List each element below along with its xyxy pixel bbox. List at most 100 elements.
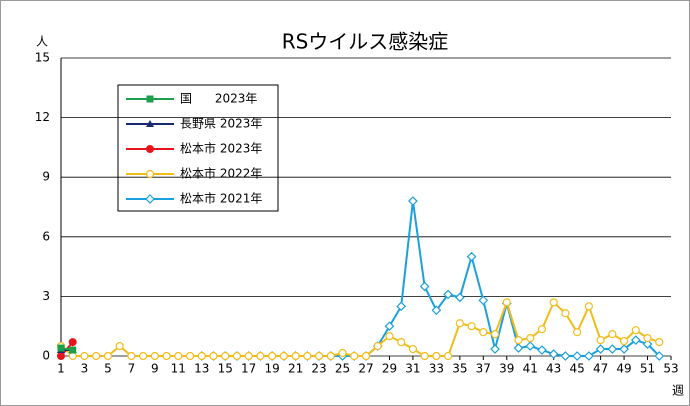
legend-label: 松本市 2023年 <box>180 141 262 156</box>
marker <box>197 351 206 361</box>
marker <box>162 351 171 361</box>
marker <box>221 351 230 361</box>
marker <box>443 289 453 300</box>
marker <box>584 351 594 361</box>
x-tick-label: 21 <box>288 362 303 376</box>
marker <box>139 351 148 361</box>
marker <box>537 345 547 355</box>
marker <box>291 351 300 361</box>
series-line <box>60 299 660 357</box>
marker <box>431 305 442 316</box>
marker <box>232 351 242 361</box>
marker <box>584 302 593 311</box>
x-tick-label: 9 <box>151 362 159 376</box>
marker <box>57 352 65 360</box>
marker <box>572 351 583 361</box>
x-tick-label: 33 <box>429 362 444 376</box>
x-tick-label: 23 <box>311 362 326 376</box>
legend-label: 松本市 2022年 <box>180 166 262 181</box>
marker <box>80 351 89 361</box>
marker <box>185 351 195 361</box>
marker <box>455 319 464 328</box>
marker <box>607 344 618 354</box>
marker <box>596 336 605 345</box>
marker <box>92 351 101 361</box>
x-tick-label: 11 <box>171 362 186 376</box>
marker <box>268 351 277 361</box>
x-tick-label: 5 <box>104 362 112 376</box>
x-tick-label: 51 <box>640 362 655 376</box>
marker <box>454 292 465 303</box>
marker <box>145 194 155 204</box>
marker <box>384 321 395 332</box>
y-tick-label: 9 <box>42 170 50 184</box>
marker <box>444 351 453 361</box>
x-tick-label: 35 <box>452 362 467 376</box>
marker <box>326 351 335 361</box>
legend-label: 国 2023年 <box>180 92 257 106</box>
x-tick-label: 53 <box>663 362 678 376</box>
marker <box>68 351 77 361</box>
y-axis-label: 人 <box>36 35 48 49</box>
legend-label: 長野県 2023年 <box>180 117 262 131</box>
marker <box>279 351 288 361</box>
legend-label: 松本市 2021年 <box>180 191 262 206</box>
marker <box>303 351 312 361</box>
x-tick-label: 13 <box>194 362 209 376</box>
marker <box>420 351 429 361</box>
x-tick-label: 49 <box>616 362 631 376</box>
marker <box>209 351 218 361</box>
marker <box>513 343 524 353</box>
marker <box>145 169 155 179</box>
marker <box>361 351 371 361</box>
marker <box>174 351 183 361</box>
y-tick-label: 15 <box>35 51 50 65</box>
x-tick-label: 7 <box>128 362 136 376</box>
x-tick-label: 37 <box>476 362 491 376</box>
marker <box>385 332 394 341</box>
marker <box>146 145 154 153</box>
y-tick-label: 3 <box>42 289 50 303</box>
marker <box>514 336 523 345</box>
marker <box>338 348 347 358</box>
marker <box>408 344 418 354</box>
marker <box>490 330 500 339</box>
marker <box>548 349 559 359</box>
x-tick-label: 31 <box>405 362 420 376</box>
marker <box>350 351 359 361</box>
marker <box>432 351 441 361</box>
marker <box>57 344 65 352</box>
y-tick-label: 0 <box>42 349 50 363</box>
marker <box>525 341 536 351</box>
x-tick-label: 41 <box>523 362 538 376</box>
marker <box>69 346 77 354</box>
x-tick-label: 27 <box>358 362 373 376</box>
x-tick-label: 29 <box>382 362 397 376</box>
marker <box>396 301 407 312</box>
marker <box>68 338 77 347</box>
marker <box>127 351 136 361</box>
marker <box>561 309 570 318</box>
marker <box>373 341 382 351</box>
x-axis-label: 週 <box>672 384 684 398</box>
marker <box>478 295 489 306</box>
marker <box>397 337 406 347</box>
marker <box>654 351 665 361</box>
marker <box>573 328 582 337</box>
y-tick-label: 6 <box>42 229 50 243</box>
marker <box>549 298 558 307</box>
marker <box>595 344 606 354</box>
x-tick-label: 25 <box>335 362 350 376</box>
marker <box>631 326 640 335</box>
x-tick-label: 43 <box>546 362 561 376</box>
marker <box>466 251 477 262</box>
marker <box>150 351 159 361</box>
marker <box>146 120 154 127</box>
marker <box>244 351 253 361</box>
marker <box>502 298 511 307</box>
y-tick-label: 12 <box>35 110 50 124</box>
marker <box>419 281 430 292</box>
marker <box>103 351 113 361</box>
